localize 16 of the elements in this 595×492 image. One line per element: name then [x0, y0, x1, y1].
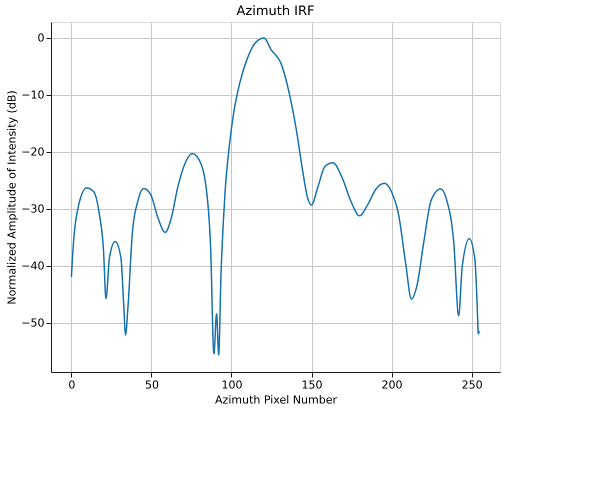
y-tick-label: −40 — [21, 259, 44, 272]
x-tick-label: 50 — [144, 378, 159, 392]
y-axis-title: Normalized Amplitude of Intensity (dB) — [5, 90, 18, 305]
x-tick-label: 150 — [302, 378, 323, 392]
x-tick-label: 100 — [221, 378, 242, 392]
y-tick-label: 0 — [38, 31, 44, 44]
x-tick-label: 250 — [462, 378, 483, 392]
y-tick-label: −10 — [21, 88, 44, 102]
y-tick-label: −30 — [21, 202, 44, 216]
line-series — [70, 37, 480, 356]
x-axis-title: Azimuth Pixel Number — [215, 394, 338, 406]
y-tick-label: −50 — [21, 316, 44, 330]
chart-title: Azimuth IRF — [236, 4, 315, 19]
x-tick-label: 200 — [382, 378, 403, 392]
y-tick-label: −20 — [21, 145, 44, 158]
x-tick-label: 0 — [68, 378, 76, 392]
